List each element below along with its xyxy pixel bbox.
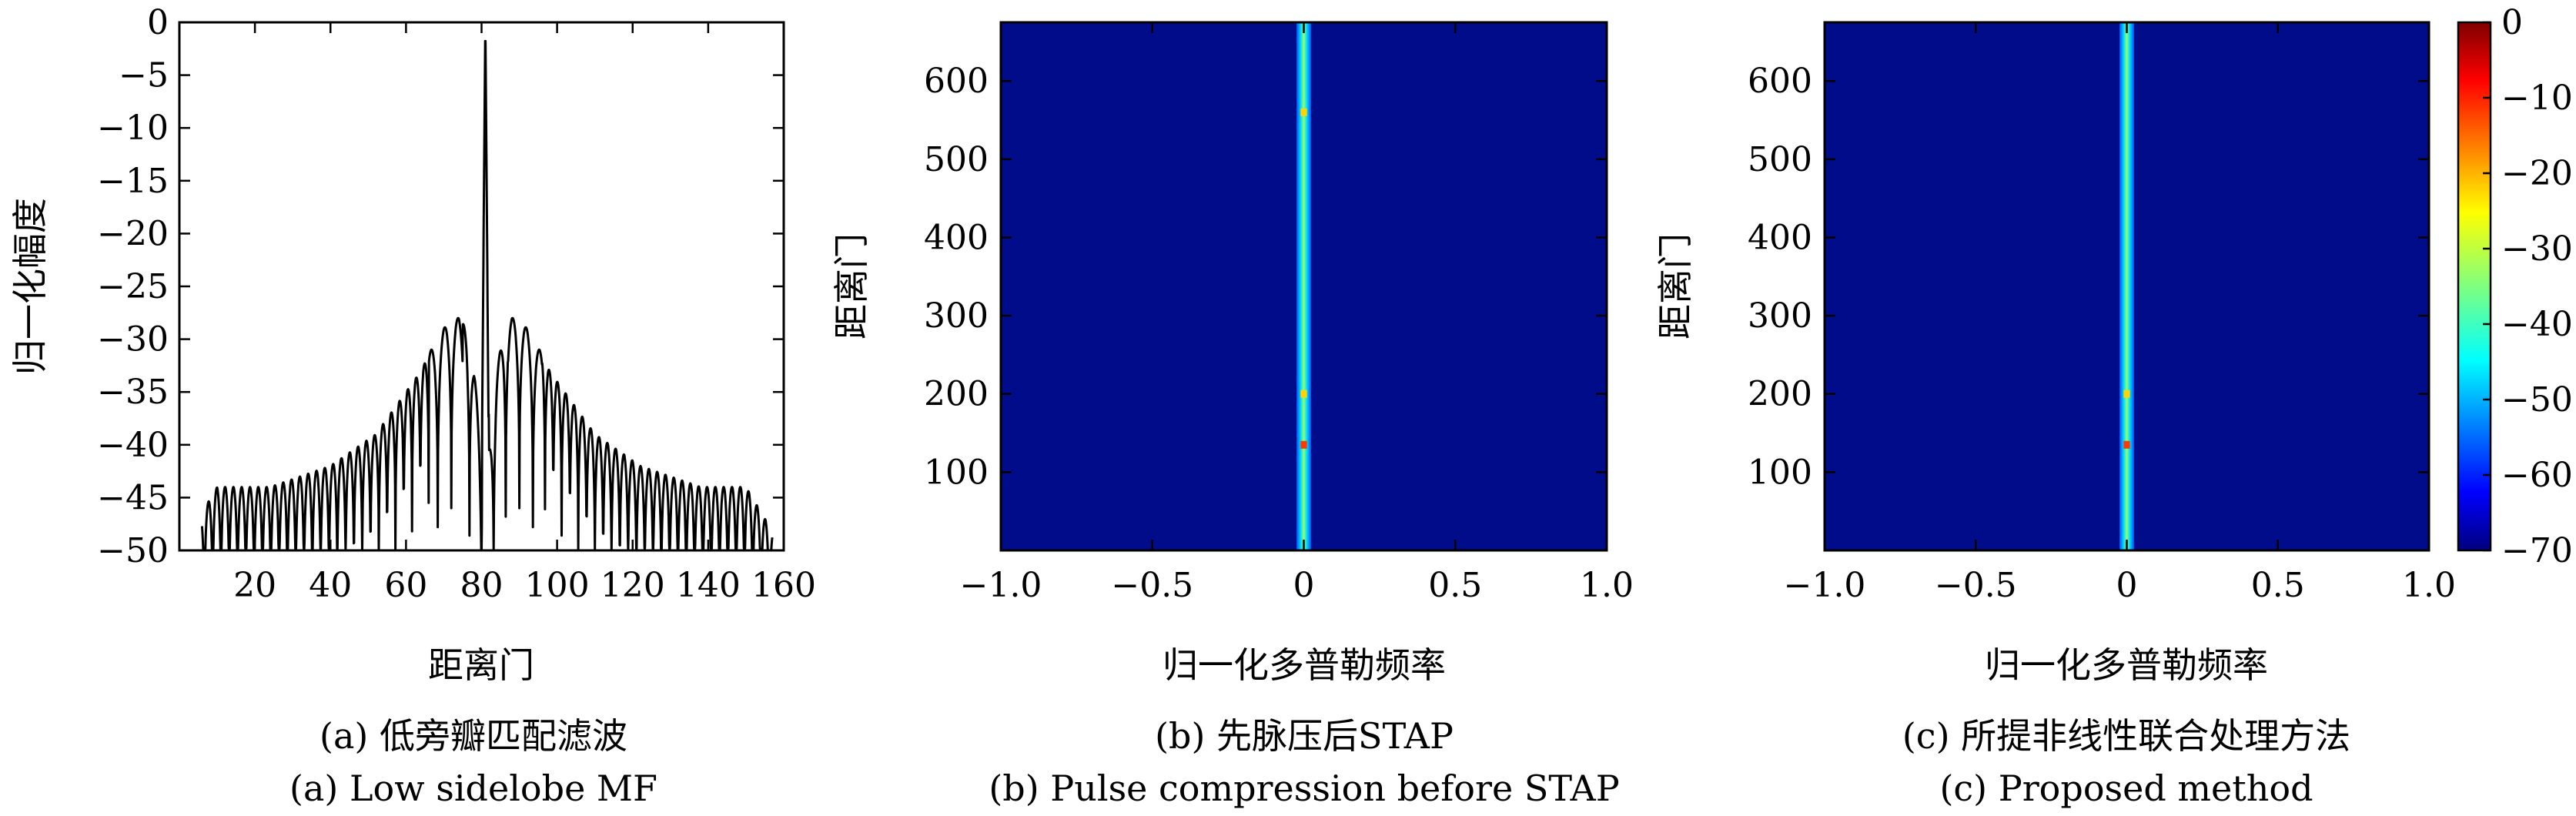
y-tick-label: −15 — [97, 162, 169, 201]
y-tick-label: 600 — [924, 62, 989, 101]
y-tick-label: 0 — [147, 3, 169, 42]
caption-b-zh: (b) 先脉压后STAP — [1155, 715, 1454, 757]
panel-a-line-chart: 0 −5 −10 −15 −20 −25 −30 −35 −40 −45 −50 20 40 60 80 1… — [9, 3, 816, 686]
panel-c-x-axis-label: 归一化多普勒频率 — [1985, 644, 2268, 686]
x-tick-label: 80 — [460, 566, 503, 605]
panel-c-y-axis-label: 距离门 — [1654, 233, 1696, 339]
colorbar-tick-label: 0 — [2501, 3, 2523, 42]
colorbar-tick-label: −70 — [2501, 531, 2573, 570]
caption-c-en: (c) Proposed method — [1939, 768, 2313, 809]
x-tick-label: 0.5 — [2251, 566, 2305, 605]
x-tick-label: 100 — [525, 566, 590, 605]
panel-c-y-ticks: 100 200 300 400 500 600 — [1748, 62, 2429, 492]
y-tick-label: −50 — [97, 531, 169, 570]
y-tick-label: −45 — [97, 478, 169, 517]
y-tick-label: 100 — [924, 453, 989, 492]
x-tick-label: 60 — [384, 566, 427, 605]
colorbar-ticks: 0 −10 −20 −30 −40 −50 −60 −70 — [2483, 3, 2573, 570]
panel-c-heatmap: 100 200 300 400 500 600 −1.0 −0.5 0 0.5 1.0 归一化多普… — [1654, 3, 2573, 686]
x-tick-label: 0 — [2116, 566, 2138, 605]
y-tick-label: 500 — [924, 140, 989, 179]
x-tick-label: 20 — [233, 566, 276, 605]
colorbar-tick-label: −30 — [2501, 229, 2573, 269]
colorbar-tick-label: −20 — [2501, 154, 2573, 193]
panel-a-x-axis-label: 距离门 — [428, 644, 534, 686]
x-tick-label: 40 — [309, 566, 352, 605]
y-tick-label: 500 — [1748, 140, 1812, 179]
doppler-ridge — [2119, 22, 2134, 550]
hotspot — [2123, 440, 2130, 449]
x-tick-label: 140 — [676, 566, 741, 605]
caption-a-zh: (a) 低旁瓣匹配滤波 — [319, 715, 627, 757]
panel-a-y-axis-label: 归一化幅度 — [9, 198, 51, 375]
hotspot — [1300, 440, 1307, 449]
y-tick-label: 100 — [1748, 453, 1812, 492]
colorbar-tick-label: −60 — [2501, 456, 2573, 495]
y-tick-label: 400 — [1748, 218, 1812, 257]
x-tick-label: 0.5 — [1428, 566, 1482, 605]
panel-b-y-axis-label: 距离门 — [831, 233, 872, 339]
x-tick-label: −0.5 — [1935, 566, 2017, 605]
hotspot — [2123, 390, 2130, 398]
y-tick-label: 200 — [924, 375, 989, 414]
panel-c-x-ticks: −1.0 −0.5 0 0.5 1.0 — [1784, 22, 2456, 605]
x-tick-label: 1.0 — [1580, 566, 1634, 605]
colorbar — [2457, 21, 2492, 552]
panel-a-y-ticks: 0 −5 −10 −15 −20 −25 −30 −35 −40 −45 −50 — [97, 3, 784, 570]
x-tick-label: −1.0 — [1784, 566, 1866, 605]
panel-b-y-ticks: 100 200 300 400 500 600 — [924, 62, 1607, 492]
hotspot — [1300, 390, 1307, 398]
y-tick-label: −10 — [97, 109, 169, 148]
panel-b-heatmap: 100 200 300 400 500 600 −1.0 −0.5 0 0.5 1.0 归一化多普… — [831, 21, 1634, 686]
y-tick-label: −5 — [119, 56, 169, 95]
panel-a-x-ticks: 20 40 60 80 100 120 140 160 — [233, 22, 816, 605]
panel-c-heatmap-marks — [2119, 22, 2134, 550]
panel-a-curve-group — [200, 39, 774, 552]
y-tick-label: −30 — [97, 320, 169, 360]
caption-a-en: (a) Low sidelobe MF — [289, 768, 657, 809]
panel-b-heatmap-marks — [1296, 22, 1311, 550]
colorbar-tick-label: −10 — [2501, 79, 2573, 118]
colorbar-tick-label: −40 — [2501, 305, 2573, 344]
colorbar-tick-label: −50 — [2501, 380, 2573, 420]
y-tick-label: 300 — [1748, 296, 1812, 336]
y-tick-label: −35 — [97, 373, 169, 412]
panel-b-x-axis-label: 归一化多普勒频率 — [1163, 644, 1446, 686]
y-tick-label: −25 — [97, 267, 169, 306]
caption-c-zh: (c) 所提非线性联合处理方法 — [1902, 715, 2350, 757]
panel-a-series-line — [200, 39, 774, 552]
y-tick-label: 600 — [1748, 62, 1812, 101]
hotspot — [1300, 108, 1307, 116]
y-tick-label: 400 — [924, 218, 989, 257]
y-tick-label: 300 — [924, 296, 989, 336]
x-tick-label: 1.0 — [2402, 566, 2456, 605]
caption-b-en: (b) Pulse compression before STAP — [989, 768, 1619, 809]
panel-b-x-ticks: −1.0 −0.5 0 0.5 1.0 — [960, 22, 1634, 605]
x-tick-label: 160 — [751, 566, 816, 605]
x-tick-label: −0.5 — [1111, 566, 1193, 605]
x-tick-label: 120 — [601, 566, 665, 605]
y-tick-label: −40 — [97, 426, 169, 465]
y-tick-label: −20 — [97, 214, 169, 253]
doppler-ridge — [1296, 22, 1311, 550]
x-tick-label: 0 — [1293, 566, 1315, 605]
x-tick-label: −1.0 — [960, 566, 1042, 605]
y-tick-label: 200 — [1748, 375, 1812, 414]
